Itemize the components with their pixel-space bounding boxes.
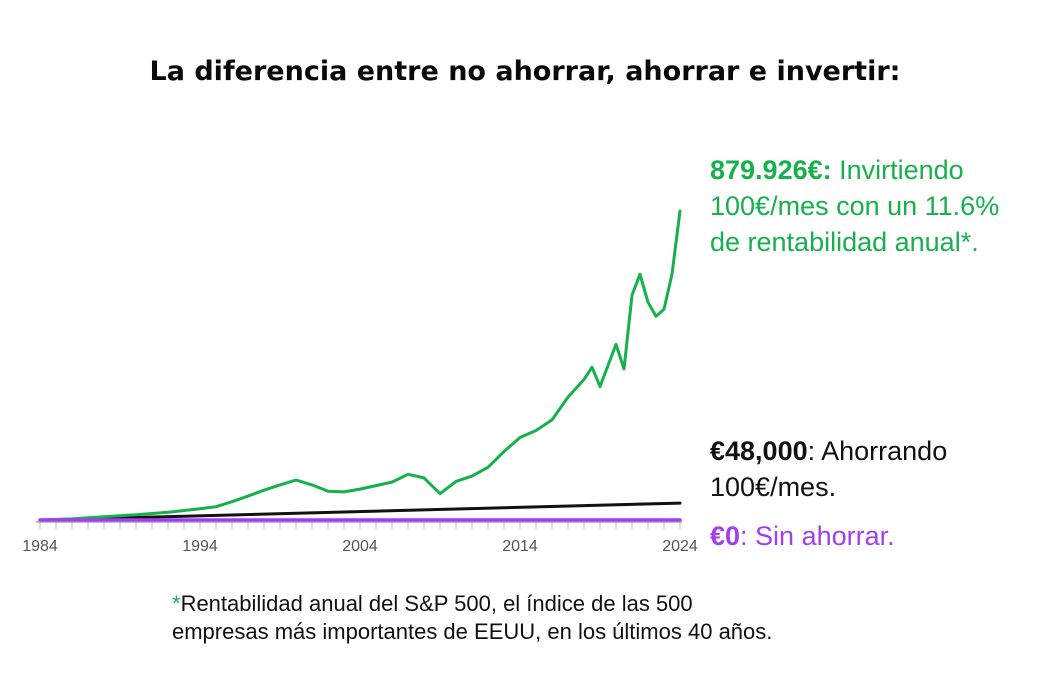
save-label-line2: 100€/mes. <box>710 472 837 502</box>
invest-label: Invirtiendo <box>831 155 964 185</box>
x-tick-label: 1994 <box>182 538 218 555</box>
save-annotation: €48,000: Ahorrando 100€/mes. <box>710 433 947 505</box>
x-tick-label: 2004 <box>342 538 378 555</box>
none-label: : Sin ahorrar. <box>740 521 895 551</box>
save-series-line <box>38 501 682 522</box>
x-axis: 1984 1994 2004 2014 2024 <box>22 521 698 555</box>
x-tick-label: 2014 <box>502 538 538 555</box>
invest-value: 879.926€: <box>710 155 832 185</box>
save-label: : Ahorrando <box>807 436 948 466</box>
invest-series-line <box>38 209 682 522</box>
footnote-line2: empresas más importantes de EEUU, en los… <box>172 619 773 644</box>
none-value: €0 <box>710 521 741 551</box>
footnote: *Rentabilidad anual del S&P 500, el índi… <box>172 590 932 646</box>
series-group <box>38 209 682 522</box>
x-tick-label: 1984 <box>22 538 58 555</box>
invest-label-line3: de rentabilidad anual*. <box>710 227 979 257</box>
chart-title: La diferencia entre no ahorrar, ahorrar … <box>149 56 901 87</box>
footnote-star: * <box>172 591 181 616</box>
invest-label-line2: 100€/mes con un 11.6% <box>710 191 1000 221</box>
none-annotation: €0: Sin ahorrar. <box>710 518 895 554</box>
footnote-line1: Rentabilidad anual del S&P 500, el índic… <box>180 591 693 616</box>
invest-annotation: 879.926€: Invirtiendo 100€/mes con un 11… <box>710 152 999 260</box>
save-value: €48,000 <box>710 436 808 466</box>
x-tick-label: 2024 <box>662 538 698 555</box>
